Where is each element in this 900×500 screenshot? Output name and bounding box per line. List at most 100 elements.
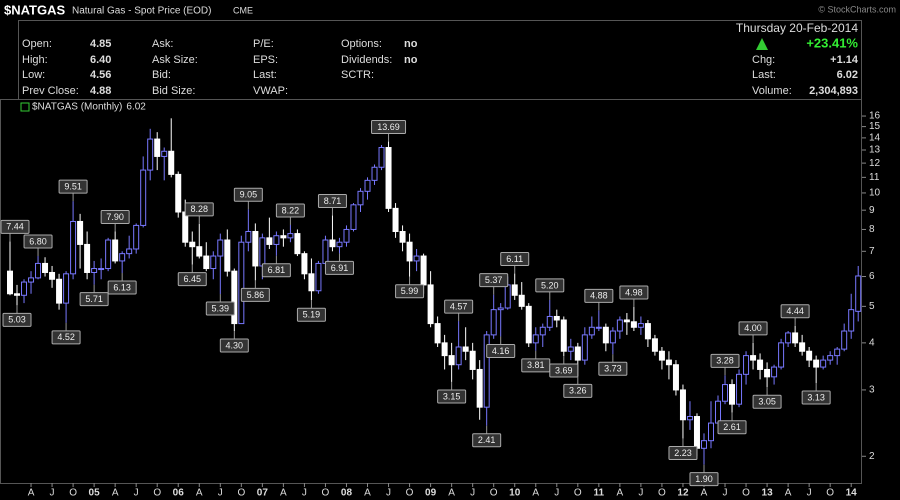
candle-body [105, 239, 112, 270]
x-tick-label: J [50, 488, 55, 499]
quote-value: no [404, 54, 418, 66]
candle-body [729, 384, 736, 405]
candle-body [280, 235, 287, 239]
candle-body [266, 237, 273, 245]
candle-body [245, 231, 252, 243]
candle-body [553, 315, 560, 321]
candle-body [35, 262, 42, 279]
annotation-box [689, 472, 719, 487]
annotation-box [738, 321, 768, 336]
annotation-label: 3.05 [758, 397, 776, 407]
x-tick-label: A [532, 488, 539, 499]
annotation-box [371, 120, 407, 135]
x-tick-label: O [826, 488, 834, 499]
candle-body [455, 346, 462, 366]
annotation-box [619, 285, 649, 300]
x-tick-label: O [658, 488, 666, 499]
candle-body [119, 253, 126, 262]
quote-label: Dividends: [341, 54, 392, 66]
x-tick-label: 13 [762, 488, 774, 499]
annotation-label: 5.99 [401, 286, 419, 296]
summary-value: 2,304,893 [809, 85, 858, 97]
candle-body [315, 262, 322, 292]
candle-body [175, 173, 182, 213]
date: Thursday 20-Feb-2014 [736, 21, 858, 35]
candle-body [827, 355, 834, 361]
candle-body [196, 246, 203, 257]
annotation-label: 4.88 [590, 291, 608, 301]
annotation-box [549, 363, 579, 378]
quote-label: Bid Size: [152, 85, 195, 97]
summary-value: 6.02 [837, 69, 858, 81]
quote-value: 4.85 [90, 38, 111, 50]
candle-body [49, 271, 56, 280]
candle-body [658, 350, 665, 361]
annotation-label: 2.41 [478, 435, 496, 445]
annotation-box [177, 272, 207, 287]
annotation-label: 7.44 [6, 222, 24, 232]
candle-body [518, 294, 525, 307]
x-tick-label: A [112, 488, 119, 499]
candle-body [476, 368, 483, 408]
candle-body [189, 241, 196, 248]
annotation-box [324, 260, 354, 275]
annotation-box [2, 312, 32, 327]
candle-body [301, 253, 308, 275]
candle-body [722, 384, 729, 402]
legend-value: 6.02 [126, 102, 146, 113]
candle-body [259, 237, 266, 267]
candle-body [778, 342, 785, 368]
annotation-label: 2.23 [674, 448, 692, 458]
candle-body [308, 273, 315, 292]
candle-body [378, 147, 385, 168]
annotation-label: 5.86 [247, 290, 265, 300]
x-tick-label: 07 [257, 488, 269, 499]
annotation-label: 3.15 [443, 391, 461, 401]
candle-body [371, 166, 378, 181]
candle-body [708, 422, 714, 442]
y-tick-label: 11 [869, 172, 880, 183]
candle-body [490, 309, 497, 336]
x-tick-label: J [554, 488, 559, 499]
candle-body [855, 275, 862, 312]
candle-body [693, 416, 700, 449]
annotation-label: 3.26 [569, 386, 587, 396]
candle-body [560, 319, 567, 352]
x-tick-label: O [406, 488, 414, 499]
annotation-box [317, 194, 347, 209]
candle-body [848, 309, 855, 332]
exchange: CME [233, 5, 253, 15]
annotation-label: 5.71 [85, 294, 103, 304]
annotation-label: 7.90 [106, 212, 124, 222]
x-tick-label: 09 [425, 488, 437, 499]
candle-body [392, 207, 399, 233]
candle-body [70, 220, 77, 275]
x-tick-label: 06 [173, 488, 185, 499]
candle-body [743, 355, 750, 375]
candle-body [434, 323, 441, 344]
y-tick-label: 16 [869, 111, 881, 122]
candle-body [133, 224, 140, 250]
x-tick-label: J [723, 488, 728, 499]
candle-body [602, 326, 609, 344]
candle-body [700, 440, 707, 449]
candle-body [679, 389, 686, 421]
candle-body [785, 332, 792, 344]
annotation-label: 4.30 [226, 340, 244, 350]
candle-body [567, 346, 574, 352]
candle-body [616, 319, 623, 332]
candle-body [63, 273, 70, 304]
candle-body [112, 239, 119, 262]
annotation-label: 5.39 [212, 303, 230, 313]
candle-body [546, 315, 553, 328]
quote-value: no [404, 38, 418, 50]
annotation-label: 6.11 [506, 254, 523, 264]
y-tick-label: 2 [869, 451, 875, 462]
annotation-box [275, 203, 305, 218]
candle-body [574, 346, 581, 361]
x-tick-label: A [364, 488, 371, 499]
quote-label: VWAP: [253, 85, 288, 97]
annotation-box [437, 389, 467, 404]
candle-body [364, 179, 371, 192]
candle-body [56, 278, 63, 304]
